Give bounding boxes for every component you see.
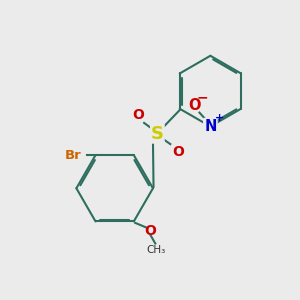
Text: Br: Br bbox=[65, 148, 82, 162]
Text: −: − bbox=[196, 90, 208, 104]
Text: S: S bbox=[151, 125, 164, 143]
Text: O: O bbox=[188, 98, 200, 113]
Text: +: + bbox=[215, 113, 224, 123]
Text: CH₃: CH₃ bbox=[146, 245, 166, 255]
Text: N: N bbox=[204, 119, 217, 134]
Text: O: O bbox=[144, 224, 156, 238]
Text: O: O bbox=[132, 108, 144, 122]
Text: O: O bbox=[172, 145, 184, 159]
